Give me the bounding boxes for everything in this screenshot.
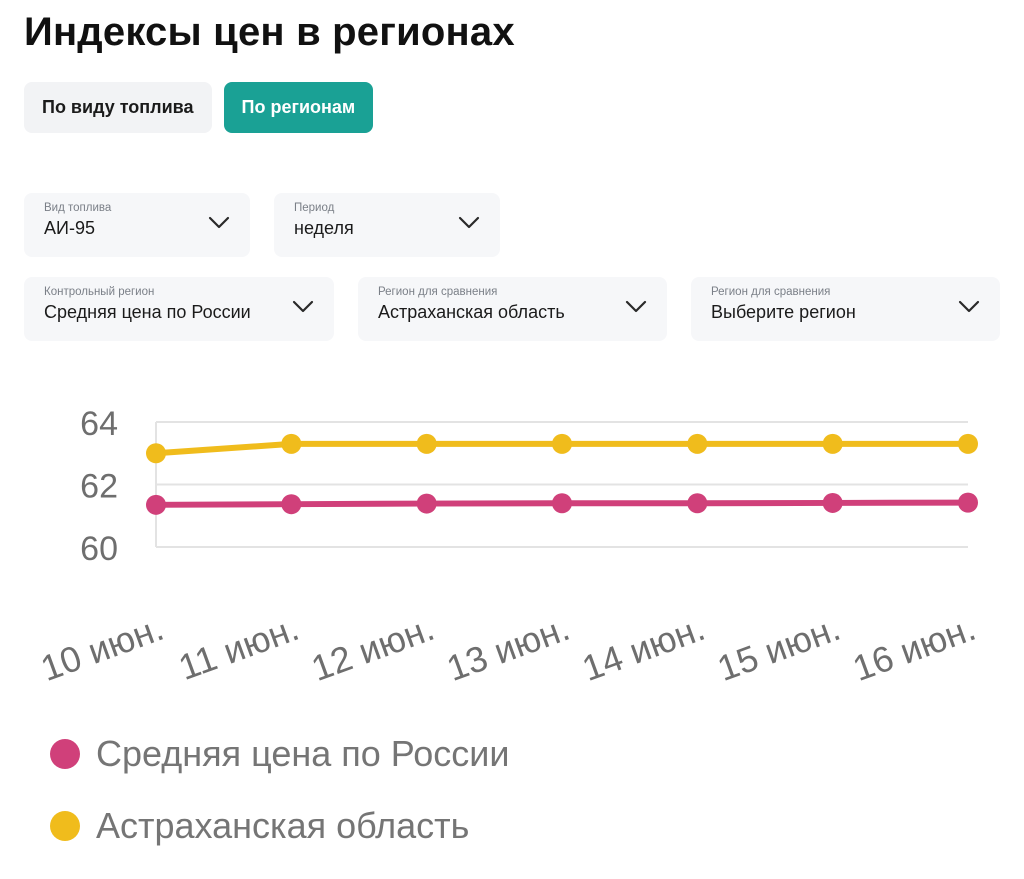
compare-region-1-value: Астраханская область (378, 302, 565, 322)
data-point-1-0 (146, 443, 166, 464)
y-tick-label: 62 (80, 468, 118, 506)
control-region-label: Контрольный регион (44, 286, 155, 298)
data-point-0-4 (687, 493, 708, 514)
data-point-0-2 (416, 493, 437, 514)
x-tick-label: 14 июн. (577, 607, 710, 689)
page-title: Индексы цен в регионах (24, 10, 515, 54)
x-tick-label: 11 июн. (173, 607, 304, 688)
data-point-1-5 (822, 433, 843, 454)
data-point-0-0 (146, 494, 166, 515)
compare-region-2-label: Регион для сравнения (711, 286, 831, 298)
data-point-0-3 (552, 493, 572, 514)
legend-marker-astrakhan (50, 811, 80, 841)
legend-item-astrakhan[interactable]: Астраханская область (50, 800, 509, 852)
y-tick-label: 60 (80, 530, 118, 568)
fuel-type-select[interactable]: Вид топлива АИ-95 (24, 193, 250, 257)
tab-by-region[interactable]: По регионам (223, 82, 374, 133)
compare-region-2-value: Выберите регион (711, 302, 856, 322)
period-label: Период (294, 202, 335, 214)
chevron-down-icon (625, 300, 647, 313)
data-point-0-1 (281, 494, 302, 515)
period-value: неделя (294, 218, 354, 238)
fuel-type-value: АИ-95 (44, 218, 95, 238)
data-point-1-3 (552, 433, 572, 454)
chevron-down-icon (208, 216, 230, 229)
legend-item-russia[interactable]: Средняя цена по России (50, 728, 509, 780)
legend-label-astrakhan: Астраханская область (96, 805, 470, 846)
tab-by-fuel[interactable]: По виду топлива (24, 82, 212, 133)
data-point-1-2 (416, 433, 437, 454)
legend-marker-russia (50, 739, 80, 769)
chevron-down-icon (958, 300, 980, 313)
compare-region-2-select[interactable]: Регион для сравнения Выберите регион (691, 277, 1000, 341)
x-tick-label: 16 июн. (847, 607, 980, 689)
data-point-1-4 (687, 433, 708, 454)
legend-label-russia: Средняя цена по России (96, 733, 510, 774)
x-tick-label: 12 июн. (306, 607, 439, 689)
data-point-1-6 (958, 433, 978, 454)
fuel-type-label: Вид топлива (44, 202, 112, 214)
data-point-0-5 (822, 492, 843, 513)
chevron-down-icon (458, 216, 480, 229)
x-tick-label: 10 июн. (35, 607, 168, 689)
x-tick-label: 13 июн. (441, 607, 574, 689)
x-tick-label: 15 июн. (712, 607, 845, 689)
view-tabs: По виду топлива По регионам (24, 82, 374, 133)
control-region-value: Средняя цена по России (44, 302, 251, 322)
chevron-down-icon (292, 300, 314, 313)
compare-region-1-select[interactable]: Регион для сравнения Астраханская област… (358, 277, 667, 341)
data-point-1-1 (281, 433, 302, 454)
data-point-0-6 (958, 492, 978, 513)
y-tick-label: 64 (80, 405, 118, 443)
chart-legend: Средняя цена по России Астраханская обла… (50, 728, 509, 872)
compare-region-1-label: Регион для сравнения (378, 286, 498, 298)
control-region-select[interactable]: Контрольный регион Средняя цена по Росси… (24, 277, 334, 341)
period-select[interactable]: Период неделя (274, 193, 500, 257)
price-line-chart: 60 62 64 10 июн. 11 июн. 12 июн. 13 июн. 14 июн… (35, 405, 980, 689)
